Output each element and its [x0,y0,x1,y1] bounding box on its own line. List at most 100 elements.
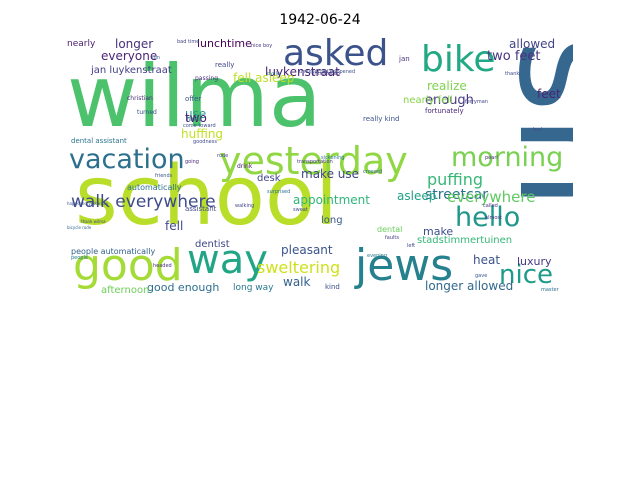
word: luxury [517,255,552,268]
word: good [73,240,183,291]
word: headed [153,263,172,269]
word: streetcar [425,187,488,203]
word: nearly [67,39,96,49]
word: realize [427,79,467,93]
word: bicycle rode [67,225,92,230]
word: good enough [147,281,220,294]
word: almost [485,215,502,221]
word: crossed [363,169,383,175]
word: sweltering [257,258,341,277]
word: afternoon [101,285,150,296]
word-cloud: us school wilma yesterday jews good way asked bi… [67,36,573,300]
word: stadstimmertuinen [417,235,513,246]
word: appointment [293,193,370,207]
word: longer [115,37,154,51]
word: morning [451,142,564,173]
word: master [541,287,559,293]
word: nearly fell [403,95,453,106]
word: fell asleep [233,71,295,85]
word: automatically [127,183,182,192]
word: thank wilma [81,219,106,224]
word: thank [505,71,520,77]
word: left [407,243,416,249]
word: long way [233,283,274,293]
word: allowed [509,37,556,51]
word: make use [301,167,360,181]
word: walk everywhere [71,192,216,212]
word: friends [155,173,173,179]
word: walk [283,275,311,289]
word: vacation [69,144,185,175]
word: people automatically [71,247,156,256]
word: way [187,237,268,283]
word: christian [127,95,153,102]
word: going [185,159,199,165]
word: enough [425,93,474,108]
word: goodness [193,139,217,145]
word: father [187,117,203,123]
word: feet [537,87,561,101]
word: rode [217,153,229,159]
word: desk [257,173,281,184]
word: walking [235,203,255,209]
word: nice boy [251,43,273,49]
word: fortunately [425,107,464,115]
word: longer allowed [425,279,514,293]
word: pleasant [281,243,333,257]
word: jews [355,240,454,291]
word: drink [237,163,253,170]
word: wilma [67,47,322,147]
word: called [483,203,498,209]
word: come toward [183,123,216,129]
word: bad time [177,39,200,45]
word: everywhere [447,188,536,206]
word: offer [185,95,202,103]
word: huffing [181,127,224,141]
word: two [185,111,207,125]
word: puffing [427,170,484,189]
word: lunchtime [197,37,252,50]
word: cycle [267,71,280,77]
word: really kind [363,115,400,123]
word: ferryman [465,99,488,105]
word: two feet [487,49,541,64]
word: assistant [185,205,217,213]
word: transportation [297,159,333,165]
word: everyone [101,49,158,63]
word: sun [151,55,160,61]
word: dental [377,225,403,234]
word: asked [283,36,389,74]
word: people [71,255,88,261]
word: turned [137,109,157,116]
word: hello [455,202,521,233]
word: long [321,215,343,226]
word: sweat [293,207,308,213]
word: pearl [485,155,498,161]
word: passing [195,75,219,82]
word: introduced [313,71,340,77]
word: evening [367,253,388,259]
word: jan [399,55,410,63]
word: dentist [195,239,230,250]
word: surprised [267,189,291,195]
word: bike [421,39,496,80]
word: unexpected happened [299,69,356,75]
word: make [423,225,454,238]
word: really [215,61,235,69]
word: nice [499,260,553,290]
word: heat [473,253,501,267]
word: bad [533,127,543,133]
word: kind [325,283,340,291]
word: luykenstraat [265,65,340,79]
word: jan luykenstraat [91,65,172,76]
word: school [75,149,338,244]
word: asleep [397,189,437,203]
word: gave [475,273,488,279]
page-title: 1942-06-24 [279,12,361,28]
word: happened yesterday [67,201,109,206]
word: use [185,107,207,121]
word: dental assistant [71,137,127,145]
word: yesterday [219,139,408,183]
word: faults [385,235,399,241]
word: sickening [321,155,345,161]
